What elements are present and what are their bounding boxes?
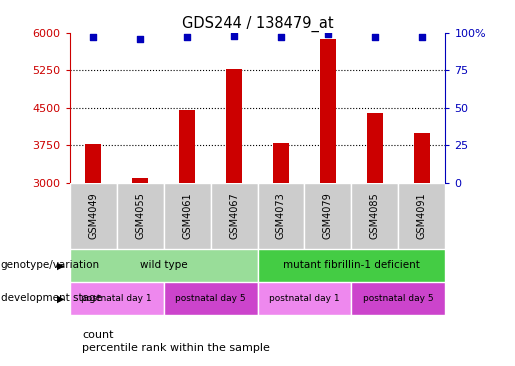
Bar [304,183,352,249]
Bar [367,113,383,183]
Bar [226,70,242,183]
Text: genotype/variation: genotype/variation [1,260,99,270]
Text: wild type: wild type [140,260,187,270]
Bar [320,40,336,183]
Text: GSM4079: GSM4079 [323,193,333,239]
Bar [70,183,116,249]
Title: GDS244 / 138479_at: GDS244 / 138479_at [182,15,333,31]
Text: postnatal day 1: postnatal day 1 [81,294,152,303]
Bar [258,249,445,282]
Point [183,34,191,40]
Bar [258,183,304,249]
Point [136,36,144,42]
Bar [164,282,258,315]
Bar [399,183,445,249]
Bar [414,134,430,183]
Bar [258,282,352,315]
Bar [352,183,399,249]
Text: GSM4049: GSM4049 [88,193,98,239]
Text: GSM4091: GSM4091 [417,193,427,239]
Bar [211,183,258,249]
Bar [116,183,164,249]
Text: GSM4085: GSM4085 [370,193,380,239]
Text: count: count [82,330,114,340]
Bar [273,143,289,183]
Point [418,34,426,40]
Bar [164,183,211,249]
Point [324,31,332,37]
Text: postnatal day 1: postnatal day 1 [269,294,340,303]
Text: GSM4073: GSM4073 [276,193,286,239]
Text: percentile rank within the sample: percentile rank within the sample [82,343,270,353]
Bar [179,110,195,183]
Text: ▶: ▶ [57,260,64,270]
Text: GSM4055: GSM4055 [135,193,145,239]
Point [230,33,238,39]
Bar [70,249,258,282]
Point [371,34,379,40]
Bar [132,179,148,183]
Text: postnatal day 5: postnatal day 5 [363,294,434,303]
Text: postnatal day 5: postnatal day 5 [175,294,246,303]
Bar [352,282,445,315]
Text: development stage: development stage [1,293,101,303]
Text: mutant fibrillin-1 deficient: mutant fibrillin-1 deficient [283,260,420,270]
Point [277,34,285,40]
Text: GSM4061: GSM4061 [182,193,192,239]
Bar [85,144,101,183]
Bar [70,282,164,315]
Point [89,34,97,40]
Text: ▶: ▶ [57,293,64,303]
Text: GSM4067: GSM4067 [229,193,239,239]
